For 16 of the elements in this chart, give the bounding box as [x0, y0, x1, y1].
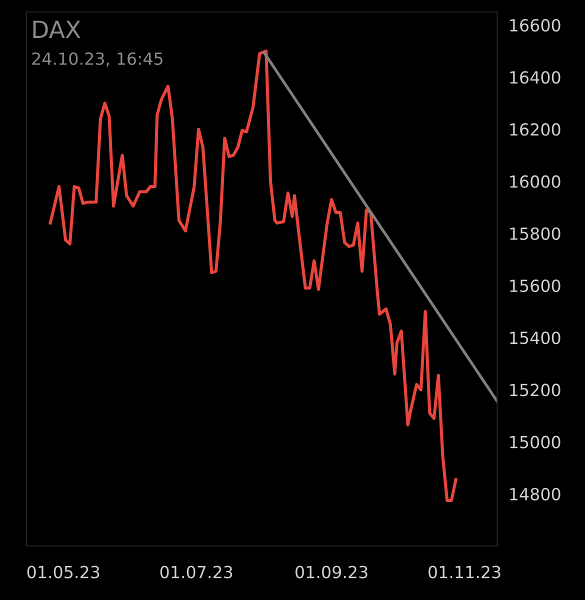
- y-tick-label: 15200: [510, 384, 560, 396]
- y-tick-label: 16200: [510, 123, 560, 136]
- text: 24.10.23, 16:45: [32, 52, 162, 67]
- y-tick-label: 16000: [510, 175, 560, 188]
- y-tick-label: 15600: [510, 279, 560, 292]
- x-tick-label: 01.11.23: [428, 566, 500, 578]
- x-tick-label: 01.07.23: [160, 566, 232, 578]
- y-tick-label: 16600: [510, 18, 560, 32]
- chart-title: DAX: [33, 20, 80, 38]
- y-tick-label: 16400: [510, 71, 560, 84]
- y-tick-label: 15000: [510, 436, 560, 448]
- y-tick-label: 15800: [510, 227, 560, 240]
- x-tick-label: 01.05.23: [27, 566, 100, 578]
- y-tick-label: 15400: [510, 332, 560, 344]
- x-tick-label: 01.09.23: [296, 566, 368, 578]
- y-tick-label: 14800: [510, 488, 560, 500]
